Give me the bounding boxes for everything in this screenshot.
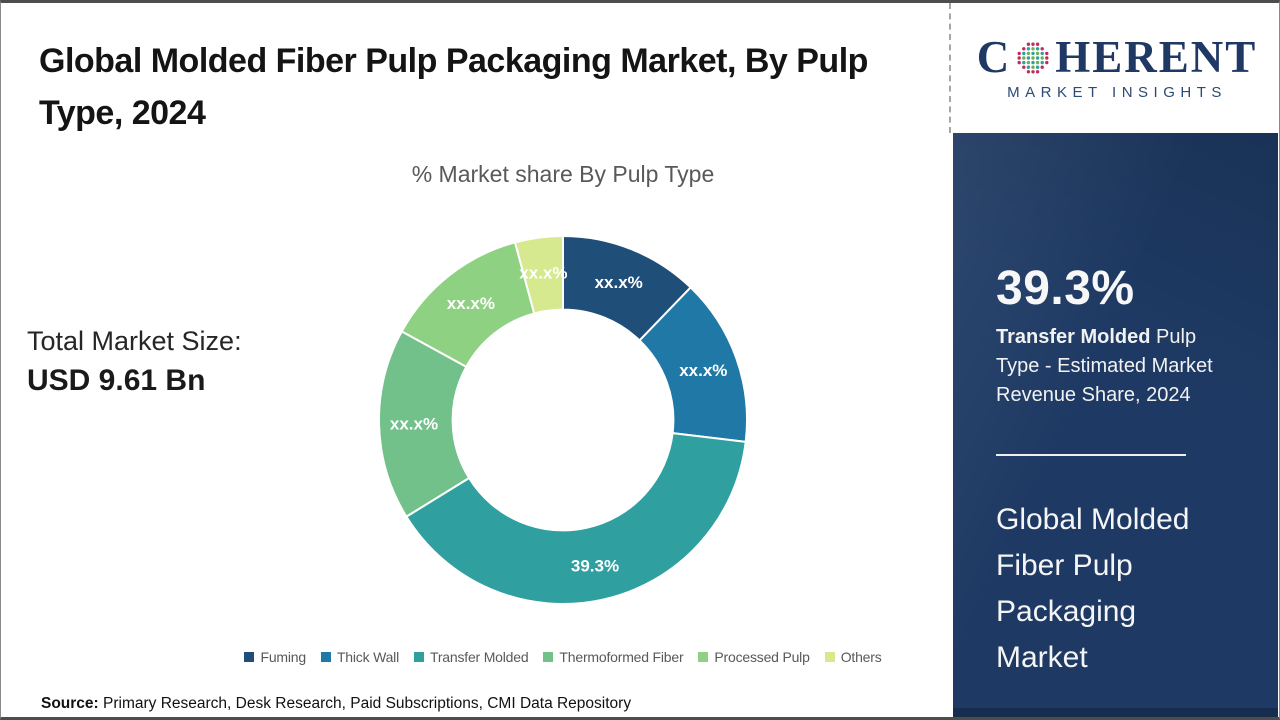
globe-dot [1036, 60, 1040, 64]
globe-dot [1022, 55, 1026, 60]
globe-dot [1036, 51, 1040, 55]
globe-dot [1017, 60, 1022, 64]
globe-dot [1031, 69, 1035, 73]
globe-dot [1036, 42, 1040, 46]
segment-label: 39.3% [571, 556, 619, 575]
source-label: Source: [41, 695, 99, 712]
legend-swatch [543, 652, 554, 662]
globe-dot [1031, 65, 1035, 69]
total-market-size-value: USD 9.61 Bn [27, 364, 206, 397]
coherent-logo: C HERENT MARKET INSIGHTS [953, 3, 1279, 133]
legend-swatch [698, 652, 709, 662]
globe-dot [1031, 60, 1035, 64]
legend-item-fuming: Fuming [244, 649, 306, 665]
globe-dot [1022, 60, 1026, 64]
legend-swatch [320, 652, 331, 662]
legend-item-transfer-molded: Transfer Molded [414, 649, 529, 665]
market-name: Global Molded Fiber Pulp Packaging Marke… [996, 503, 1190, 674]
logo-wordmark: C HERENT [977, 35, 1258, 80]
globe-dot [1026, 46, 1031, 50]
divider-line [996, 454, 1186, 456]
globe-dot [1031, 51, 1035, 55]
globe-dot [1026, 51, 1031, 55]
globe-dot [1036, 69, 1040, 73]
globe-dot [1026, 69, 1031, 73]
globe-dot [1036, 65, 1040, 69]
globe-dot [1022, 46, 1026, 50]
donut-chart: xx.x% xx.x% 39.3% xx.x% xx.x% xx.x% [378, 235, 748, 605]
stat-description-bold: Transfer Molded [996, 326, 1151, 348]
globe-dot [1017, 51, 1022, 55]
globe-dot [1026, 65, 1031, 69]
stat-value: 39.3% [996, 262, 1135, 315]
legend-swatch [414, 652, 424, 662]
total-market-size-block: Total Market Size: USD 9.61 Bn [27, 326, 242, 398]
donut-segment-transfer-molded [405, 432, 747, 605]
chart-legend: Fuming Thick Wall Transfer Molded Thermofor… [121, 649, 1005, 665]
sidebar-panel: 39.3% Transfer Molded Pulp Type - Estima… [953, 133, 1278, 717]
logo-tagline: MARKET INSIGHTS [1007, 84, 1227, 101]
globe-dot [1022, 65, 1026, 69]
segment-label: xx.x% [595, 273, 643, 292]
legend-label: Transfer Molded [430, 649, 529, 665]
globe-dot [1036, 46, 1040, 50]
globe-dot [1031, 46, 1035, 50]
globe-dot [1031, 42, 1035, 46]
globe-dot [1026, 60, 1031, 64]
globe-dot [1036, 55, 1040, 60]
logo-letter-c: C [976, 32, 1012, 82]
segment-label: xx.x% [447, 294, 495, 313]
legend-label: Thermoformed Fiber [559, 649, 684, 665]
legend-swatch [244, 652, 255, 662]
stat-description: Transfer Molded Pulp Type - Estimated Ma… [996, 323, 1244, 410]
legend-label: Thick Wall [336, 649, 399, 665]
legend-item-others: Others [824, 649, 882, 665]
legend-item-processed-pulp: Processed Pulp [698, 649, 810, 665]
dashed-separator [949, 3, 951, 133]
legend-label: Processed Pulp [714, 649, 810, 665]
legend-item-thick-wall: Thick Wall [320, 649, 399, 665]
legend-label: Fuming [260, 649, 306, 665]
total-market-size-label: Total Market Size: [27, 326, 242, 356]
globe-dot [1040, 46, 1045, 50]
globe-dot [1040, 65, 1045, 69]
source-note: Source: Primary Research, Desk Research,… [41, 695, 631, 713]
legend-swatch [824, 652, 835, 662]
globe-dot [1017, 55, 1022, 60]
dotted-globe-icon [1017, 42, 1049, 73]
legend-item-thermoformed-fiber: Thermoformed Fiber [543, 649, 684, 665]
legend-label: Others [840, 649, 882, 665]
globe-dot [1040, 51, 1045, 55]
globe-dot [1045, 60, 1049, 64]
globe-dot [1022, 51, 1026, 55]
chart-title: % Market share By Pulp Type [411, 161, 715, 187]
globe-dot [1040, 55, 1045, 60]
globe-dot [1026, 55, 1031, 60]
globe-dot [1040, 60, 1045, 64]
globe-dot [1026, 42, 1031, 46]
globe-dot [1031, 55, 1035, 60]
logo-wordmark-rest: HERENT [1055, 32, 1258, 82]
segment-label: xx.x% [679, 361, 727, 380]
stat-description-rest: Pulp Type - Estimated Market Revenue Sha… [996, 326, 1213, 406]
globe-dot [1045, 51, 1049, 55]
source-text: Primary Research, Desk Research, Paid Su… [98, 695, 632, 712]
page-title: Global Molded Fiber Pulp Packaging Marke… [39, 42, 868, 132]
globe-dot [1045, 55, 1049, 60]
segment-label: xx.x% [390, 415, 438, 434]
segment-label: xx.x% [519, 263, 567, 282]
donut-segment-others [514, 235, 564, 315]
